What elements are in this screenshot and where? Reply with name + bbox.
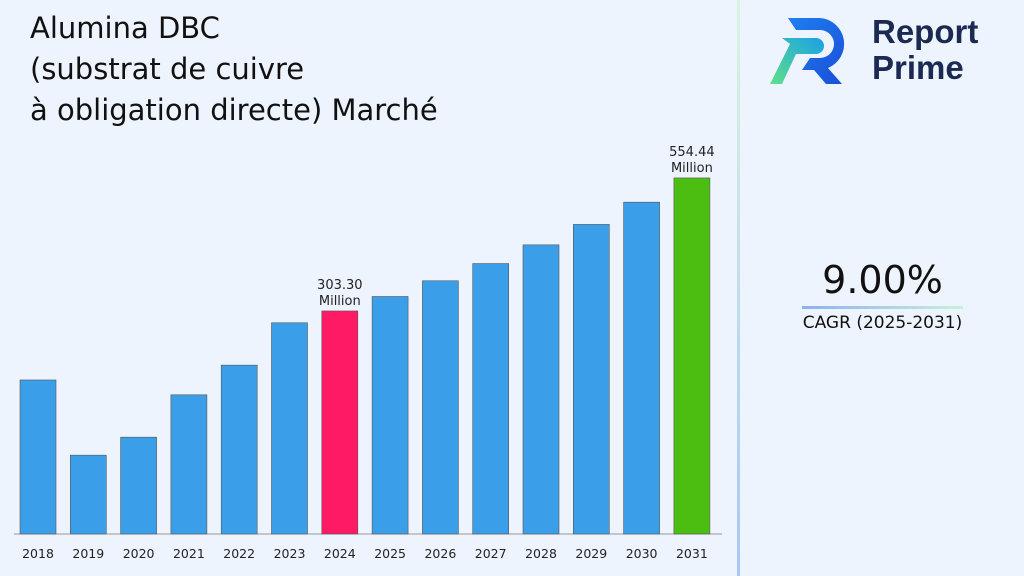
x-tick-label: 2026 (424, 546, 456, 561)
bar-2025 (371, 296, 409, 535)
x-tick-label: 2019 (72, 546, 104, 561)
title-line: Alumina DBC (30, 11, 220, 45)
title-line: à obligation directe) Marché (30, 93, 438, 127)
cagr-label: CAGR (2025-2031) (802, 313, 963, 333)
logo-text: Report Prime (872, 13, 979, 86)
x-tick-label: 2030 (626, 546, 658, 561)
x-tick-label: 2020 (123, 546, 155, 561)
x-tick-label: 2018 (22, 546, 54, 561)
divider (737, 0, 740, 576)
x-tick-label: 2027 (475, 546, 507, 561)
bar-2028 (522, 244, 560, 535)
x-tick-label: 2028 (525, 546, 557, 561)
x-tick-label: 2023 (274, 546, 306, 561)
data-label-unit: Million (671, 161, 713, 176)
data-label-value: 303.30 (317, 278, 363, 293)
logo-mark-icon (770, 18, 845, 84)
bar-2022 (220, 364, 258, 535)
bar-2029 (572, 224, 610, 535)
bar-2023 (271, 322, 308, 535)
bar-2027 (472, 263, 510, 535)
data-label-value: 554.44 (669, 145, 715, 160)
bar-2021 (170, 394, 208, 535)
title-line: (substrat de cuivre (30, 52, 305, 86)
bar-2026 (422, 280, 459, 535)
cagr-underline (802, 306, 963, 309)
x-tick-label: 2024 (324, 546, 356, 561)
bar-2024 (321, 310, 359, 535)
chart-title: Alumina DBC (substrat de cuivre à obliga… (30, 8, 550, 131)
x-tick-label: 2031 (676, 546, 708, 561)
data-label-unit: Million (319, 294, 361, 309)
cagr-panel: 9.00% CAGR (2025-2031) (780, 258, 985, 333)
x-tick-label: 2022 (223, 546, 255, 561)
cagr-value: 9.00% (822, 258, 943, 302)
bar-2019 (70, 454, 107, 535)
x-tick-label: 2029 (575, 546, 607, 561)
bar-2031 (673, 177, 711, 535)
bar-2018 (19, 379, 57, 535)
x-tick-label: 2025 (374, 546, 406, 561)
bar-chart: 2018 2019 2020 2021 2022 2023 2024303.30Millio… (14, 145, 722, 561)
bar-2020 (120, 436, 157, 535)
x-tick-label: 2021 (173, 546, 205, 561)
bar-2030 (623, 201, 660, 535)
report-prime-logo: Report Prime (768, 14, 1008, 90)
